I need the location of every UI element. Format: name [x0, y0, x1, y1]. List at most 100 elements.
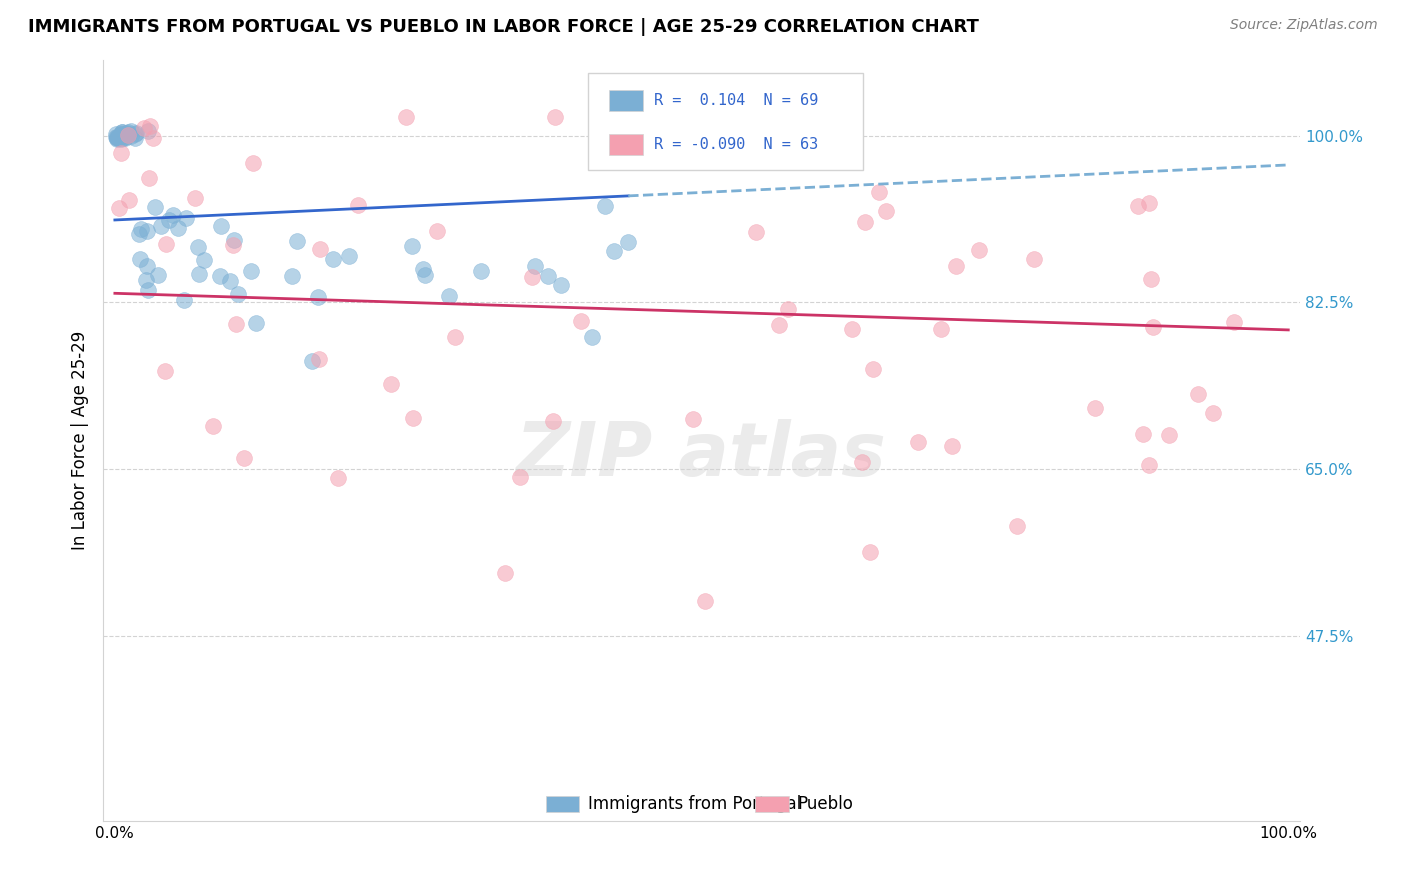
Point	[142, 131, 165, 145]
Point	[232, 450, 254, 465]
Point	[128, 227, 150, 241]
Point	[111, 128, 134, 143]
Point	[155, 364, 177, 378]
Text: R =  0.104  N = 69: R = 0.104 N = 69	[654, 94, 818, 108]
Point	[413, 268, 436, 282]
Point	[173, 293, 195, 308]
Point	[105, 129, 128, 144]
Point	[439, 288, 461, 302]
Point	[494, 566, 516, 580]
Point	[1223, 315, 1246, 329]
Point	[394, 110, 416, 124]
Point	[110, 127, 132, 141]
Point	[402, 410, 425, 425]
Text: Immigrants from Portugal: Immigrants from Portugal	[588, 795, 801, 813]
Point	[117, 128, 139, 142]
Point	[150, 219, 173, 233]
Point	[337, 249, 360, 263]
Point	[187, 240, 209, 254]
Point	[136, 283, 159, 297]
Point	[115, 128, 138, 143]
Point	[868, 186, 890, 200]
Point	[111, 125, 134, 139]
Point	[595, 199, 617, 213]
Point	[1084, 401, 1107, 416]
Point	[105, 131, 128, 145]
Point	[239, 263, 262, 277]
Point	[188, 267, 211, 281]
Point	[581, 329, 603, 343]
Point	[307, 290, 329, 304]
Point	[125, 126, 148, 140]
Point	[309, 242, 332, 256]
Point	[136, 260, 159, 274]
Point	[412, 262, 434, 277]
Point	[1202, 406, 1225, 420]
Point	[208, 268, 231, 283]
Point	[155, 237, 177, 252]
Point	[139, 120, 162, 134]
Point	[862, 361, 884, 376]
Point	[118, 194, 141, 208]
Point	[1142, 320, 1164, 334]
Point	[117, 128, 139, 142]
Point	[136, 124, 159, 138]
Point	[326, 471, 349, 485]
Point	[105, 127, 128, 141]
Y-axis label: In Labor Force | Age 25-29: In Labor Force | Age 25-29	[72, 331, 89, 550]
Point	[111, 125, 134, 139]
Point	[129, 222, 152, 236]
Point	[124, 131, 146, 145]
Point	[967, 243, 990, 257]
Point	[301, 353, 323, 368]
Text: Source: ZipAtlas.com: Source: ZipAtlas.com	[1230, 18, 1378, 32]
Text: IMMIGRANTS FROM PORTUGAL VS PUEBLO IN LABOR FORCE | AGE 25-29 CORRELATION CHART: IMMIGRANTS FROM PORTUGAL VS PUEBLO IN LA…	[28, 18, 979, 36]
Point	[907, 434, 929, 449]
Point	[541, 414, 564, 428]
Point	[1132, 427, 1154, 442]
Point	[401, 239, 423, 253]
Point	[107, 131, 129, 145]
Point	[569, 313, 592, 327]
Point	[115, 126, 138, 140]
Point	[470, 263, 492, 277]
Point	[537, 268, 560, 283]
Text: Pueblo: Pueblo	[797, 795, 853, 813]
Point	[509, 470, 531, 484]
Point	[108, 130, 131, 145]
Point	[841, 322, 863, 336]
Point	[226, 286, 249, 301]
Point	[110, 127, 132, 141]
Point	[544, 110, 567, 124]
Point	[1137, 458, 1160, 473]
Point	[138, 171, 160, 186]
Bar	[755, 796, 789, 813]
Point	[148, 268, 170, 283]
Point	[145, 200, 167, 214]
Point	[855, 214, 877, 228]
Point	[112, 131, 135, 145]
Point	[242, 156, 264, 170]
Bar	[609, 134, 643, 155]
Point	[120, 128, 142, 143]
Point	[136, 224, 159, 238]
FancyBboxPatch shape	[588, 72, 863, 170]
Point	[157, 212, 180, 227]
Point	[875, 203, 897, 218]
Point	[120, 124, 142, 138]
Point	[193, 253, 215, 268]
Point	[209, 219, 232, 233]
Point	[105, 129, 128, 144]
Point	[603, 244, 626, 259]
Point	[285, 235, 308, 249]
Point	[108, 129, 131, 144]
Point	[838, 110, 860, 124]
Text: R = -0.090  N = 63: R = -0.090 N = 63	[654, 136, 818, 152]
Point	[166, 220, 188, 235]
Point	[110, 145, 132, 160]
Point	[1139, 271, 1161, 285]
Point	[225, 317, 247, 331]
Point	[132, 121, 155, 136]
Point	[174, 211, 197, 225]
Point	[520, 270, 543, 285]
